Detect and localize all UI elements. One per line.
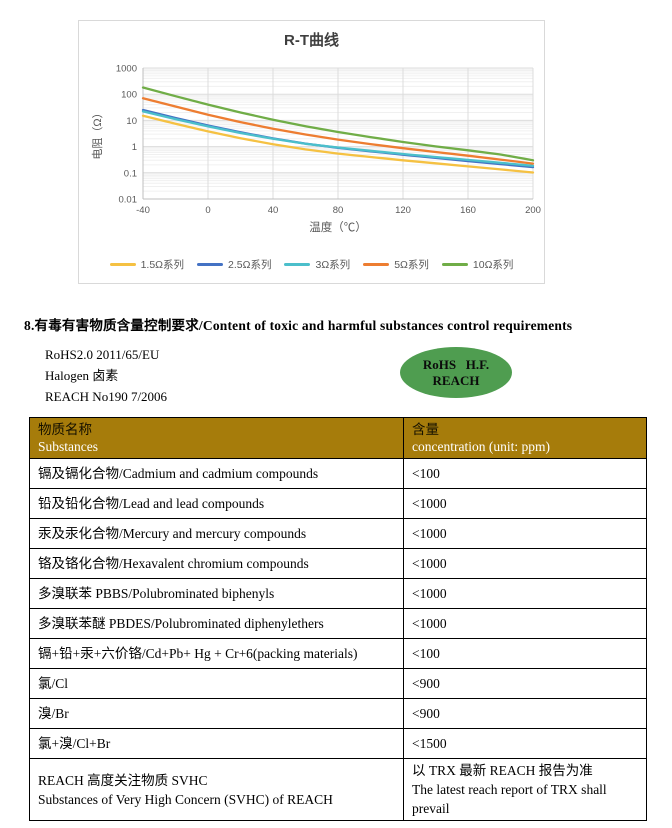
substance-cell: 铅及铅化合物/Lead and lead compounds xyxy=(29,488,404,519)
rt-chart-plot: 1000 100 10 1 0.1 0.01-40 0 40 80 120 160 200 电阻（Ω） 温… xyxy=(91,64,541,235)
value-cell: 以 TRX 最新 REACH 报告为准 The latest reach rep… xyxy=(403,758,647,821)
legend-line-swatch xyxy=(197,262,224,266)
header-concentration-zh: 含量 xyxy=(412,422,439,437)
legend-item: 10Ω系列 xyxy=(441,257,514,272)
value-cell: <900 xyxy=(403,698,647,729)
value-cell: <1000 xyxy=(403,578,647,609)
table-row: 镉及镉化合物/Cadmium and cadmium compounds <100 xyxy=(29,458,647,489)
table-row: REACH 高度关注物质 SVHC Substances of Very Hig… xyxy=(29,758,647,821)
legend-line-swatch xyxy=(109,262,136,266)
axis-tick-label: 10 xyxy=(126,116,137,127)
chart-legend: 1.5Ω系列 2.5Ω系列 3Ω系列 5Ω系列 10Ω系列 xyxy=(79,253,544,275)
legend-line-swatch xyxy=(284,262,311,266)
table-header-concentration: 含量 concentration (unit: ppm) xyxy=(403,417,647,459)
compliance-line-halogen: Halogen 卤素 xyxy=(45,368,119,383)
axis-tick-label: 120 xyxy=(395,205,411,216)
badge-line-reach: REACH xyxy=(432,372,480,388)
x-axis-title: 温度（℃） xyxy=(309,220,367,234)
value-cell: <1000 xyxy=(403,548,647,579)
substance-cell: 氯/Cl xyxy=(29,668,404,699)
axis-tick-label: 1 xyxy=(132,142,137,153)
value-cell: <100 xyxy=(403,458,647,489)
legend-line-swatch xyxy=(363,262,390,266)
substance-cell: 多溴联苯醚 PBDES/Polubrominated diphenylether… xyxy=(29,608,404,639)
substance-cell: 氯+溴/Cl+Br xyxy=(29,728,404,759)
substance-cell: 汞及汞化合物/Mercury and mercury compounds xyxy=(29,518,404,549)
legend-label: 5Ω系列 xyxy=(394,258,429,271)
chart-title: R-T曲线 xyxy=(284,32,339,49)
substance-cell: REACH 高度关注物质 SVHC Substances of Very Hig… xyxy=(29,758,404,821)
substance-cell: 镉+铅+汞+六价铬/Cd+Pb+ Hg + Cr+6(packing mater… xyxy=(29,638,404,669)
axis-tick-label: -40 xyxy=(136,205,150,216)
legend-line-swatch xyxy=(441,262,468,266)
legend-label: 3Ω系列 xyxy=(315,258,351,271)
series-line-5Ω系列 xyxy=(141,97,535,165)
axis-tick-label: 200 xyxy=(525,205,541,216)
axis-tick-label: 100 xyxy=(121,90,137,101)
value-cell: <1000 xyxy=(403,518,647,549)
substance-cell: 铬及铬化合物/Hexavalent chromium compounds xyxy=(29,548,404,579)
legend-label: 1.5Ω系列 xyxy=(140,258,185,271)
substances-table: 物质名称 Substances 含量 concentration (unit: … xyxy=(29,417,647,821)
compliance-line-rohs: RoHS2.0 2011/65/EU xyxy=(45,347,160,362)
table-row: 氯+溴/Cl+Br <1500 xyxy=(29,728,647,759)
value-cell: <1500 xyxy=(403,728,647,759)
header-concentration-en: concentration (unit: ppm) xyxy=(412,439,550,454)
value-cell: <1000 xyxy=(403,488,647,519)
series-line-1.5Ω系列 xyxy=(141,114,535,174)
table-row: 汞及汞化合物/Mercury and mercury compounds <100… xyxy=(29,518,647,549)
rohs-hf-reach-badge: RoHS H.F. REACH xyxy=(400,347,512,398)
header-substances-zh: 物质名称 xyxy=(38,422,92,437)
series-line-3Ω系列 xyxy=(141,110,535,167)
substance-cell: 溴/Br xyxy=(29,698,404,729)
y-axis-title: 电阻（Ω） xyxy=(91,107,104,159)
legend-item: 2.5Ω系列 xyxy=(197,257,271,272)
table-row: 多溴联苯 PBBS/Polubrominated biphenyls <1000 xyxy=(29,578,647,609)
series-line-10Ω系列 xyxy=(141,86,535,162)
legend-item: 5Ω系列 xyxy=(363,257,429,272)
table-header-row: 物质名称 Substances 含量 concentration (unit: … xyxy=(29,417,647,459)
substance-cell: 多溴联苯 PBBS/Polubrominated biphenyls xyxy=(29,578,404,609)
legend-label: 2.5Ω系列 xyxy=(228,258,272,271)
substance-cell: 镉及镉化合物/Cadmium and cadmium compounds xyxy=(29,458,404,489)
table-row: 溴/Br <900 xyxy=(29,698,647,729)
axis-tick-label: 1000 xyxy=(116,64,137,75)
legend-label: 10Ω系列 xyxy=(472,258,514,271)
axis-tick-label: 40 xyxy=(268,205,279,216)
table-row: 氯/Cl <900 xyxy=(29,668,647,699)
value-cell: <900 xyxy=(403,668,647,699)
rt-curve-chart-card: R-T曲线 1000 100 10 1 0.1 0.01 -40 0 40 80 120 160 200… xyxy=(78,20,545,284)
legend-item: 1.5Ω系列 xyxy=(109,257,185,272)
table-row: 铬及铬化合物/Hexavalent chromium compounds <100… xyxy=(29,548,647,579)
axis-tick-label: 0.1 xyxy=(124,168,137,179)
axis-tick-label: 80 xyxy=(333,205,344,216)
value-cell: <100 xyxy=(403,638,647,669)
axis-tick-label: 160 xyxy=(460,205,476,216)
compliance-lines: RoHS2.0 2011/65/EU Halogen 卤素 REACH No19… xyxy=(45,344,167,407)
legend-item: 3Ω系列 xyxy=(284,257,350,272)
badge-line-rohs-hf: RoHS H.F. xyxy=(422,356,490,372)
table-row: 多溴联苯醚 PBDES/Polubrominated diphenylether… xyxy=(29,608,647,639)
axis-tick-label: 0.01 xyxy=(119,195,138,206)
section-heading: 8.有毒有害物质含量控制要求/Content of toxic and harm… xyxy=(24,318,573,333)
compliance-line-reach: REACH No190 7/2006 xyxy=(45,389,168,404)
header-substances-en: Substances xyxy=(38,439,98,454)
table-row: 镉+铅+汞+六价铬/Cd+Pb+ Hg + Cr+6(packing mater… xyxy=(29,638,647,669)
table-row: 铅及铅化合物/Lead and lead compounds <1000 xyxy=(29,488,647,519)
axis-tick-label: 0 xyxy=(205,205,210,216)
table-header-substances: 物质名称 Substances xyxy=(29,417,404,459)
value-cell: <1000 xyxy=(403,608,647,639)
